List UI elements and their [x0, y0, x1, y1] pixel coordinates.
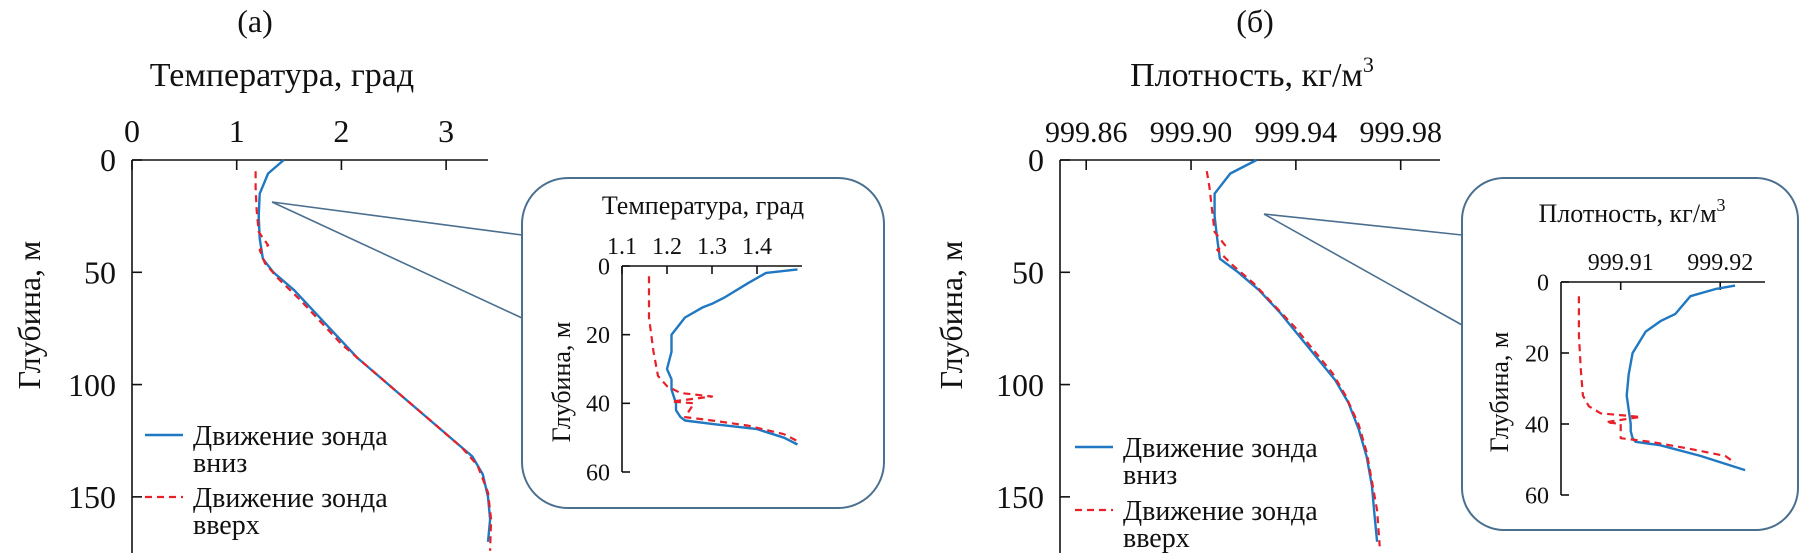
- y-tick-label: 150: [996, 479, 1044, 515]
- panel-a-x-axis-title: Температура, град: [150, 57, 414, 94]
- panel-b-x-axis-title-text: Плотность, кг/м: [1130, 57, 1363, 94]
- panel-a-zoom-connector-lower: [271, 201, 523, 319]
- panel-b: (б) Плотность, кг/м3 Глубина, м 999.86 99…: [933, 3, 1799, 554]
- y-tick-label: 60: [1525, 483, 1549, 509]
- legend-up-label-2: вверх: [1123, 523, 1190, 554]
- x-tick-label: 999.86: [1045, 116, 1128, 149]
- x-tick-label: 1.2: [652, 234, 682, 260]
- series-line-down: [1625, 284, 1746, 472]
- y-tick-label: 40: [1525, 412, 1549, 438]
- x-tick-label: 999.92: [1687, 250, 1753, 276]
- x-tick-label: 2: [333, 113, 349, 149]
- panel-a-inset-plot: 1.1 1.2 1.3 1.4 0 20 40 60: [586, 234, 802, 486]
- x-tick-label: 1.3: [697, 234, 727, 260]
- panel-a: (а) Температура, град Глубина, м 0 1 2 3 0 50…: [11, 3, 885, 553]
- panel-b-inset-x-axis-title: Плотность, кг/м3: [1538, 195, 1725, 228]
- y-tick-label: 40: [586, 392, 610, 418]
- panel-b-legend: Движение зонда вниз Движение зонда вверх: [1075, 433, 1318, 554]
- y-tick-label: 50: [1012, 254, 1044, 290]
- y-tick-label: 20: [586, 323, 610, 349]
- series-line-up: [647, 276, 799, 443]
- panel-b-inset-x-axis-title-sup: 3: [1717, 195, 1726, 215]
- legend-down-label: Движение зонда: [193, 421, 388, 452]
- panel-b-x-axis-title: Плотность, кг/м3: [1130, 52, 1374, 94]
- panel-b-y-axis-title: Глубина, м: [933, 241, 969, 390]
- panel-b-label: (б): [1236, 3, 1274, 39]
- panel-b-zoom-connector-upper: [1263, 213, 1463, 236]
- legend-up-label: Движение зонда: [1123, 496, 1318, 527]
- y-tick-label: 150: [68, 479, 116, 515]
- panel-a-inset-y-axis-title: Глубина, м: [547, 322, 576, 443]
- x-tick-label: 1.4: [742, 234, 772, 260]
- panel-b-inset-y-axis-title: Глубина, м: [1485, 332, 1514, 453]
- panel-b-inset-frame: [1461, 177, 1799, 531]
- panel-a-y-axis-title: Глубина, м: [11, 241, 47, 390]
- panel-b-inset-x-axis-title-text: Плотность, кг/м: [1538, 199, 1716, 228]
- panel-a-zoom-connector-upper: [271, 201, 523, 236]
- legend-up-label: Движение зонда: [193, 483, 388, 514]
- x-tick-label: 1.1: [607, 234, 637, 260]
- y-tick-label: 0: [1028, 142, 1044, 178]
- panel-a-main-plot: 0 1 2 3 0 50 100 150: [68, 113, 493, 553]
- x-tick-label: 999.91: [1588, 250, 1654, 276]
- x-tick-label: 0: [124, 113, 140, 149]
- x-tick-label: 1: [229, 113, 245, 149]
- panel-b-inset-plot: 999.91 999.92 0 20 40 60: [1525, 250, 1765, 509]
- legend-down-label-2: вниз: [1123, 460, 1177, 491]
- panel-a-inset-x-axis-title: Температура, град: [602, 191, 804, 220]
- x-tick-label: 3: [438, 113, 454, 149]
- series-line-up: [1205, 171, 1381, 547]
- y-tick-label: 50: [84, 254, 116, 290]
- x-tick-label: 999.94: [1255, 116, 1338, 149]
- series-line-up: [1577, 296, 1736, 464]
- legend-up-label-2: вверх: [193, 510, 260, 541]
- panel-b-zoom-connector-lower: [1263, 213, 1463, 326]
- legend-down-label-2: вниз: [193, 448, 247, 479]
- x-tick-label: 999.98: [1359, 116, 1442, 149]
- panel-a-label: (а): [237, 3, 273, 39]
- y-tick-label: 0: [100, 142, 116, 178]
- x-tick-label: 999.90: [1150, 116, 1233, 149]
- panel-b-x-axis-title-sup: 3: [1363, 52, 1374, 77]
- series-line-down: [665, 268, 799, 446]
- y-tick-label: 0: [598, 254, 610, 280]
- series-line-up: [254, 171, 493, 551]
- panel-a-inset-frame: [521, 177, 885, 509]
- y-tick-label: 100: [996, 367, 1044, 403]
- y-tick-label: 0: [1537, 270, 1549, 296]
- panel-b-main-plot: 999.86 999.90 999.94 999.98 0 50 100 150: [996, 116, 1442, 553]
- y-tick-label: 20: [1525, 341, 1549, 367]
- y-tick-label: 60: [586, 460, 610, 486]
- panel-a-legend: Движение зонда вниз Движение зонда вверх: [145, 421, 388, 541]
- legend-down-label: Движение зонда: [1123, 433, 1318, 464]
- y-tick-label: 100: [68, 367, 116, 403]
